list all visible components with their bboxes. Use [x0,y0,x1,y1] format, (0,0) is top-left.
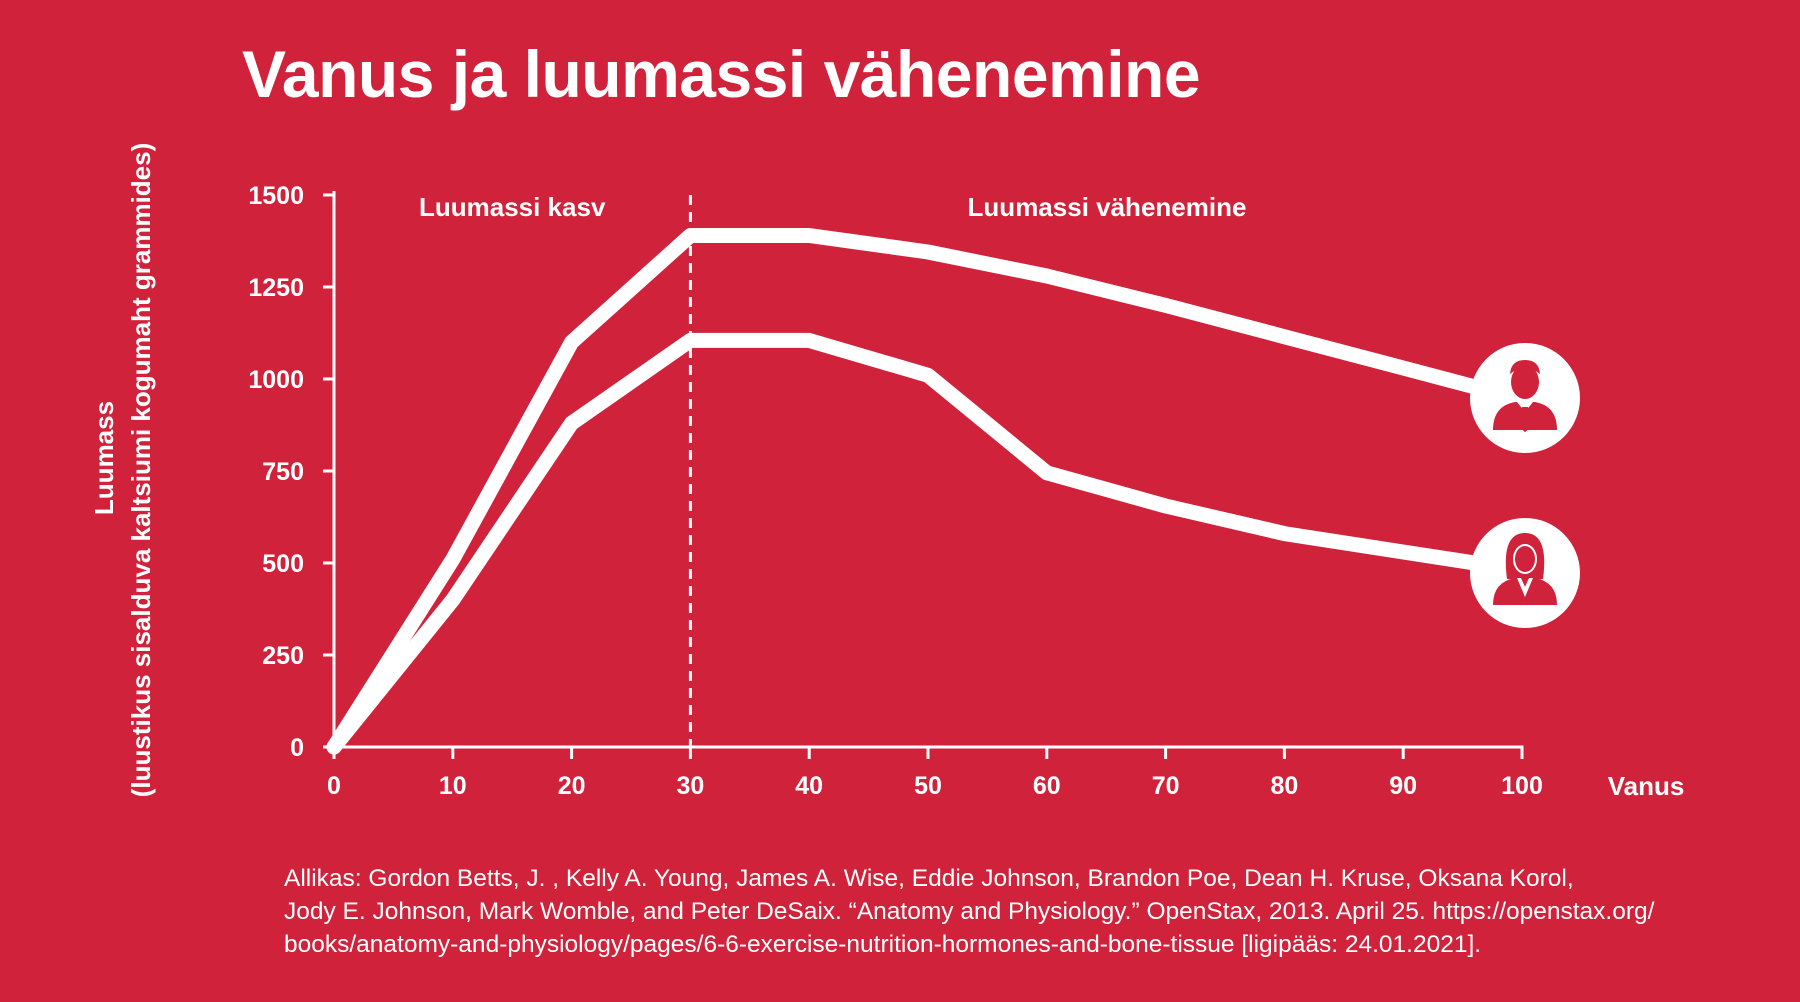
y-tick-label: 0 [290,734,304,762]
x-tick-label: 70 [1152,772,1180,800]
chart-title: Vanus ja luumassi vähenemine [242,37,1201,111]
axes: 0 250 500 750 1000 1250 1500 0 10 20 30 40 50 60 70 80 9… [248,182,1542,800]
woman-head [1515,546,1535,572]
y-axis-sublabel: (luustikus sisalduva kaltsiumi kogumaht … [126,143,156,798]
y-tick-label: 1250 [248,274,304,302]
y-tick-label: 750 [262,458,304,486]
source-note: Allikas: Gordon Betts, J. , Kelly A. You… [284,862,1724,961]
x-axis-label: Vanus [1608,771,1685,801]
y-tick-label: 1500 [248,182,304,210]
series-line-man [326,228,1494,755]
series-icons [1470,343,1580,628]
phase-label: Luumassi vähenemine [968,192,1247,222]
woman-collar [1517,578,1533,597]
man-hair [1510,360,1540,374]
phase-label: Luumassi kasv [419,192,606,222]
x-tick-label: 50 [914,772,942,800]
annotations: Luumassi kasv Luumassi vähenemine [419,192,1246,747]
man-head [1511,365,1539,399]
y-tick-label: 500 [262,550,304,578]
woman-icon [1470,518,1580,628]
source-line: books/anatomy-and-physiology/pages/6-6-e… [284,931,1482,958]
axis-labels: Vanus Luumass (luustikus sisalduva kalts… [89,143,1684,801]
man-tie [1520,407,1530,432]
y-axis-label: Luumass [89,401,119,515]
y-tick-label: 1000 [248,366,304,394]
man-icon [1470,343,1580,453]
x-tick-label: 20 [558,772,586,800]
x-tick-label: 0 [327,772,341,800]
x-tick-label: 40 [795,772,823,800]
series-line-woman [326,332,1494,755]
x-tick-label: 10 [439,772,467,800]
series-lines [326,228,1494,755]
source-line: Allikas: Gordon Betts, J. , Kelly A. You… [284,865,1574,892]
x-tick-label: 30 [676,772,704,800]
source-line: Jody E. Johnson, Mark Womble, and Peter … [284,898,1655,925]
x-tick-label: 100 [1501,772,1543,800]
x-tick-label: 80 [1270,772,1298,800]
x-tick-label: 60 [1033,772,1061,800]
x-tick-label: 90 [1389,772,1417,800]
y-tick-label: 250 [262,642,304,670]
